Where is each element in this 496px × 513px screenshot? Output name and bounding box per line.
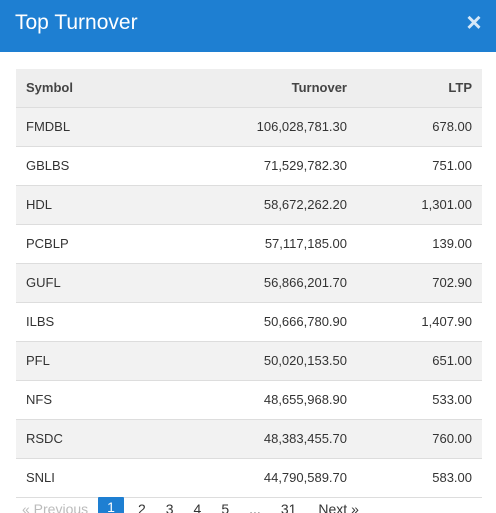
- turnover-cell: 71,529,782.30: [166, 146, 357, 186]
- symbol-cell: ILBS: [16, 302, 166, 342]
- turnover-table-container: Symbol Turnover LTP FMDBL 106,028,781.30…: [16, 69, 482, 498]
- table-header-row: Symbol Turnover LTP: [16, 69, 482, 108]
- ltp-cell: 583.00: [357, 458, 482, 498]
- ltp-cell: 760.00: [357, 419, 482, 459]
- turnover-cell: 48,383,455.70: [166, 419, 357, 459]
- ltp-cell: 702.90: [357, 263, 482, 303]
- symbol-cell: GBLBS: [16, 146, 166, 186]
- modal-title: Top Turnover: [15, 11, 138, 34]
- turnover-cell: 106,028,781.30: [166, 107, 357, 147]
- page-button[interactable]: 2: [137, 501, 146, 513]
- column-header-turnover[interactable]: Turnover: [166, 69, 357, 108]
- turnover-cell: 44,790,589.70: [166, 458, 357, 498]
- symbol-cell: RSDC: [16, 419, 166, 459]
- turnover-cell: 57,117,185.00: [166, 224, 357, 264]
- column-header-ltp[interactable]: LTP: [357, 69, 482, 108]
- symbol-cell: PFL: [16, 341, 166, 381]
- symbol-cell: GUFL: [16, 263, 166, 303]
- turnover-cell: 58,672,262.20: [166, 185, 357, 225]
- page-button[interactable]: 5: [221, 501, 230, 513]
- ltp-cell: 678.00: [357, 107, 482, 147]
- ltp-cell: 533.00: [357, 380, 482, 420]
- pagination-ellipsis: ...: [249, 501, 261, 513]
- column-header-symbol[interactable]: Symbol: [16, 69, 166, 108]
- page-button-active[interactable]: 1: [98, 497, 124, 513]
- symbol-cell: NFS: [16, 380, 166, 420]
- previous-page-button[interactable]: « Previous: [22, 501, 89, 513]
- symbol-cell: FMDBL: [16, 107, 166, 147]
- table-row: GBLBS 71,529,782.30 751.00: [16, 146, 482, 186]
- turnover-cell: 48,655,968.90: [166, 380, 357, 420]
- ltp-cell: 1,407.90: [357, 302, 482, 342]
- turnover-cell: 50,666,780.90: [166, 302, 357, 342]
- next-page-button[interactable]: Next »: [318, 501, 359, 513]
- table-row: PFL 50,020,153.50 651.00: [16, 341, 482, 381]
- table-row: NFS 48,655,968.90 533.00: [16, 380, 482, 420]
- ltp-cell: 1,301.00: [357, 185, 482, 225]
- turnover-cell: 56,866,201.70: [166, 263, 357, 303]
- page-button[interactable]: 3: [165, 501, 174, 513]
- page-button[interactable]: 4: [193, 501, 202, 513]
- table-row: GUFL 56,866,201.70 702.90: [16, 263, 482, 303]
- ltp-cell: 751.00: [357, 146, 482, 186]
- symbol-cell: PCBLP: [16, 224, 166, 264]
- turnover-table: Symbol Turnover LTP FMDBL 106,028,781.30…: [16, 69, 482, 498]
- table-row: ILBS 50,666,780.90 1,407.90: [16, 302, 482, 342]
- ltp-cell: 651.00: [357, 341, 482, 381]
- table-row: RSDC 48,383,455.70 760.00: [16, 419, 482, 459]
- modal-header: Top Turnover ×: [0, 0, 496, 52]
- table-row: SNLI 44,790,589.70 583.00: [16, 458, 482, 498]
- close-icon[interactable]: ×: [466, 7, 482, 37]
- table-row: PCBLP 57,117,185.00 139.00: [16, 224, 482, 264]
- turnover-cell: 50,020,153.50: [166, 341, 357, 381]
- symbol-cell: HDL: [16, 185, 166, 225]
- table-row: FMDBL 106,028,781.30 678.00: [16, 107, 482, 147]
- ltp-cell: 139.00: [357, 224, 482, 264]
- page-button-last[interactable]: 31: [280, 501, 297, 513]
- symbol-cell: SNLI: [16, 458, 166, 498]
- table-row: HDL 58,672,262.20 1,301.00: [16, 185, 482, 225]
- pagination: « Previous 1 2 3 4 5 ... 31 Next »: [22, 497, 359, 513]
